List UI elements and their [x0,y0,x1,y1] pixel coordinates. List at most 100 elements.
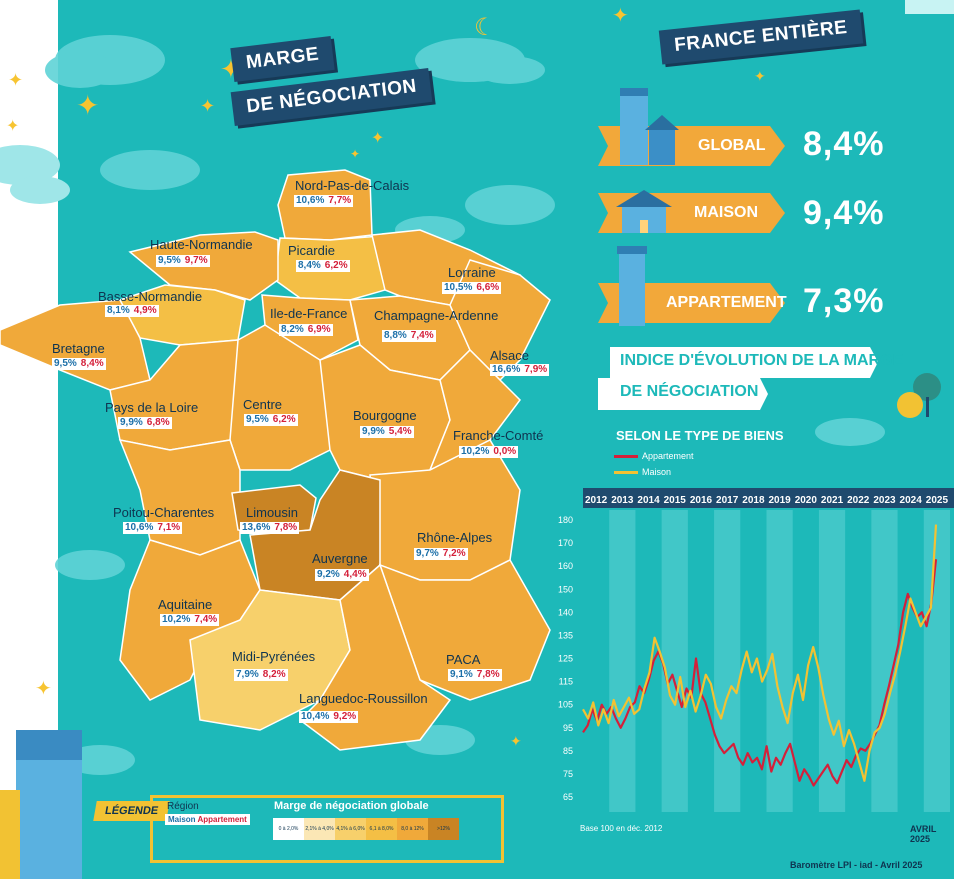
index-banner-2 [598,378,768,410]
y-tick-label: 140 [558,607,573,617]
x-tick-label: 2025 [926,495,949,506]
region-values: 8,8% 7,4% [382,330,436,342]
region-appart-value: 4,4% [343,569,367,580]
region-values: 9,5% 9,7% [156,255,210,267]
legend-box [150,795,504,863]
region-maison-value: 10,6% [296,195,325,206]
region-maison-value: 9,9% [362,426,385,437]
index-title-1: INDICE D'ÉVOLUTION DE LA MARGE [620,352,904,369]
building-icon [0,730,82,879]
x-tick-label: 2020 [795,495,818,506]
legend-appart-text: Appartement [642,451,694,461]
region-name: Nord-Pas-de-Calais [295,178,410,193]
stat-maison-value: 9,4% [803,194,885,232]
star-icon: ✦ [6,118,19,135]
tree-icon [897,373,941,418]
star-icon: ✦ [350,147,360,161]
legend-scale-swatch: 8,0 à 12% [397,818,428,840]
stat-appart-value: 7,3% [803,282,885,320]
region-appart-value: 7,8% [274,522,298,533]
legend-scale-swatch: >12% [428,818,459,840]
star-icon: ✦ [35,678,52,700]
region-values: 9,7% 7,2% [414,548,468,560]
legend-maison: Maison [168,815,196,824]
region-values: 10,2% 7,4% [160,614,220,626]
region-values: 7,9% 8,2% [234,669,288,681]
region-name: PACA [446,652,481,667]
region-name: Haute-Normandie [150,237,253,252]
y-tick-label: 125 [558,654,573,664]
region-maison-value: 8,1% [107,305,130,316]
y-tick-label: 180 [558,515,573,525]
region-name: Centre [243,397,283,412]
cloud-icon [465,185,555,225]
star-icon: ✦ [612,5,629,27]
cloud-icon [65,745,135,775]
region-appart-value: 7,4% [194,614,218,625]
region-appart-value: 6,6% [476,282,500,293]
region-values: 16,6% 7,9% [490,364,550,376]
region-name: Aquitaine [158,597,213,612]
region-values: 9,9% 6,8% [118,417,172,429]
region-values: 10,6% 7,1% [123,522,183,534]
cloud-icon [100,150,200,190]
region-values: 10,2% 0,0% [459,446,519,458]
index-banner [610,347,878,378]
x-tick-label: 2013 [611,495,634,506]
region-shape-20 [298,563,452,751]
legend-scale-swatch: 4,1% à 6,0% [335,818,366,840]
region-appart-value: 9,7% [184,255,208,266]
region-maison-value: 10,6% [125,522,154,533]
x-tick-label: 2015 [664,495,687,506]
legend-line-appart [614,455,638,459]
year-band [871,510,898,812]
region-appart-value: 5,4% [388,426,412,437]
region-maison-value: 9,5% [54,358,77,369]
region-maison-value: 16,6% [492,364,521,375]
region-appart-value: 6,9% [307,324,331,335]
legend-scale-swatch: 0 à 2,0% [273,818,304,840]
region-maison-value: 10,2% [162,614,191,625]
legend-maison: Maison [614,467,671,477]
index-title-2: DE NÉGOCIATION [620,383,759,400]
region-name: Languedoc-Roussillon [299,691,428,706]
apartment-icon [617,246,647,326]
legend-maison-text: Maison [642,467,672,477]
year-band [818,510,846,812]
region-maison-value: 10,5% [444,282,473,293]
cloud-icon [45,35,165,88]
region-name: Picardie [288,243,335,258]
x-tick-label: 2022 [847,495,870,506]
region-name: Bretagne [52,341,105,356]
region-name: Alsace [490,348,530,363]
region-appart-value: 7,7% [328,195,352,206]
x-tick-label: 2014 [637,495,660,506]
stat-global-label: GLOBAL [698,137,766,154]
y-tick-label: 95 [563,723,573,733]
region-appart-value: 4,9% [133,305,157,316]
region-maison-value: 9,2% [317,569,340,580]
region-appart-value: 7,9% [524,364,548,375]
legend-appart: Appartement [197,815,247,824]
x-tick-label: 2023 [873,495,896,506]
star-icon: ✦ [371,130,384,147]
region-appart-value: 7,8% [476,669,500,680]
region-name: Auvergne [312,551,368,566]
end-label: AVRIL 2025 [910,824,937,844]
region-maison-value: 10,4% [301,711,330,722]
y-tick-label: 150 [558,584,573,594]
region-appart-value: 6,2% [272,414,296,425]
star-icon: ✦ [200,96,215,116]
legend-types: Maison Appartement [165,814,250,825]
region-values: 9,1% 7,8% [448,669,502,681]
region-shape-19 [378,559,551,701]
region-name: Bourgogne [353,408,417,423]
x-tick-label: 2017 [716,495,739,506]
base-note: Base 100 en déc. 2012 [580,824,663,833]
house-icon [616,190,672,233]
cloud-icon [55,550,125,580]
y-tick-label: 170 [558,538,573,548]
